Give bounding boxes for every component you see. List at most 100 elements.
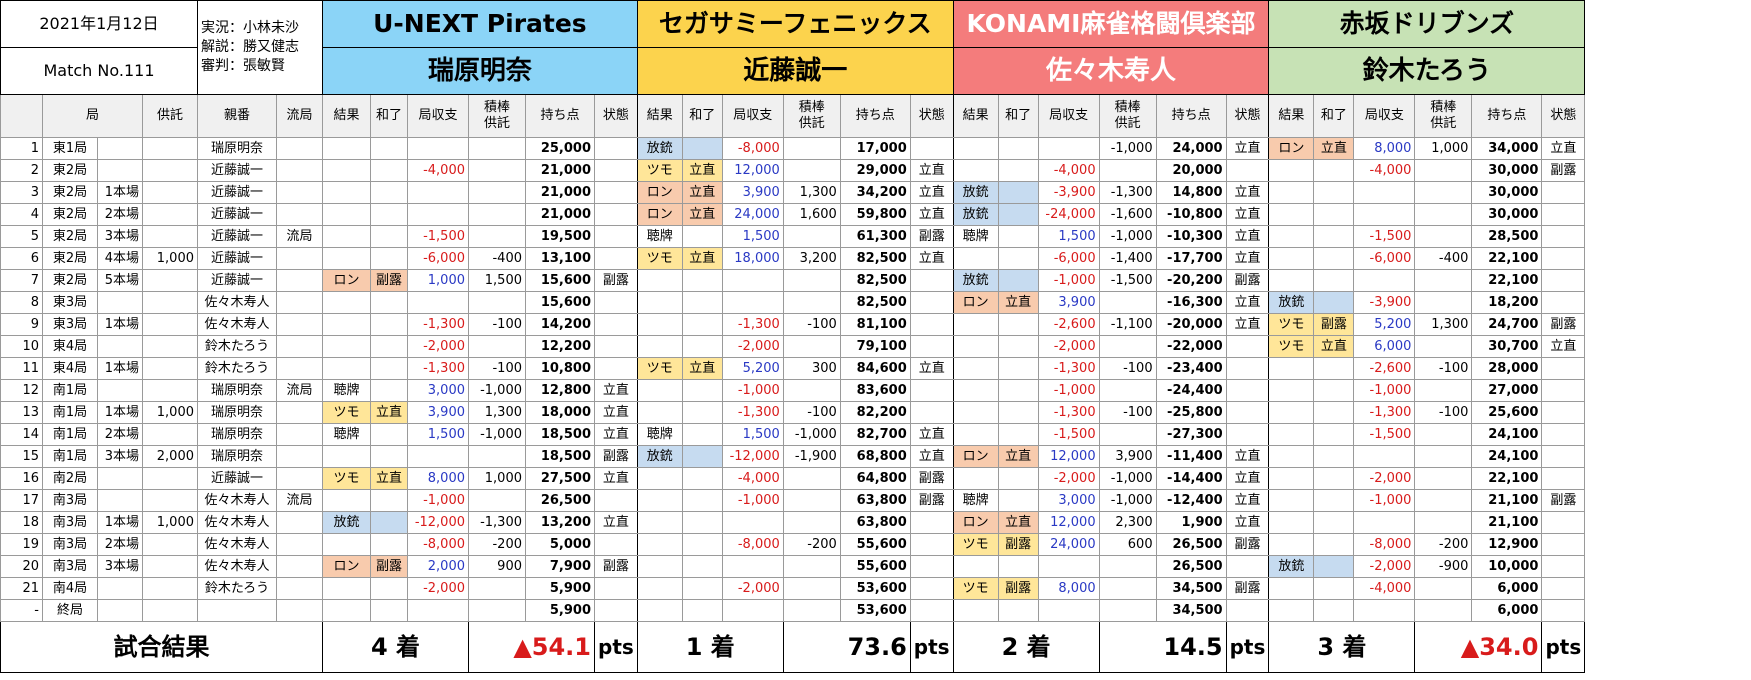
header-points: 持ち点: [839, 94, 911, 138]
cell-sticks-deposit: 1,600: [782, 203, 841, 226]
cell-round-balance: -2,600: [1037, 313, 1100, 336]
table-row: 8 東3局 佐々木寿人 15,600 82,500 ロン 立直 3,900 -16,300 立直放…: [0, 291, 1586, 314]
draw-flag: [276, 577, 323, 600]
cell-round-balance: [1353, 269, 1416, 292]
header-status: 状態: [909, 94, 954, 138]
cell-sticks-deposit: [782, 577, 841, 600]
table-row: 7 東2局 5本場 近藤誠一 ロン 副露 1,000 1,500 15,600 副露 82,500 放…: [0, 269, 1586, 292]
cell-result: [322, 247, 371, 270]
cell-agari: [1313, 247, 1355, 270]
cell-points: 18,500: [525, 445, 595, 468]
cell-points: 18,200: [1471, 291, 1543, 314]
cell-round-balance: -1,300: [1353, 401, 1416, 424]
cell-round-balance: [1353, 445, 1416, 468]
cell-agari: [681, 533, 723, 556]
honba-count: 1本場: [97, 511, 143, 534]
cell-agari: [1313, 599, 1355, 622]
cell-agari: [370, 291, 408, 314]
cell-round-balance: -1,300: [721, 401, 784, 424]
cell-round-balance: -1,500: [1353, 225, 1416, 248]
cell-result: [952, 159, 999, 182]
honba-count: 3本場: [97, 445, 143, 468]
dealer-name: 瑞原明奈: [197, 379, 277, 402]
cell-status: [909, 555, 954, 578]
cell-result: [636, 335, 683, 358]
cell-status: [594, 357, 638, 380]
cell-points: 21,000: [525, 203, 595, 226]
cell-status: 立直: [594, 423, 638, 446]
cell-round-balance: 1,000: [407, 269, 469, 292]
cell-status: [1225, 423, 1270, 446]
cell-status: [1225, 599, 1270, 622]
cell-points: -20,200: [1155, 269, 1227, 292]
cell-agari: [681, 467, 723, 490]
cell-status: 立直: [1225, 313, 1270, 336]
cell-sticks-deposit: [468, 489, 526, 512]
cell-result: [1268, 577, 1315, 600]
cell-result: [1268, 247, 1315, 270]
cell-status: [909, 313, 954, 336]
cell-points: 15,600: [525, 291, 595, 314]
row-number: 13: [0, 401, 43, 424]
cell-status: 立直: [909, 357, 954, 380]
cell-points: 68,800: [839, 445, 911, 468]
cell-agari: [681, 335, 723, 358]
cell-points: 82,500: [839, 269, 911, 292]
cell-sticks-deposit: [1414, 489, 1473, 512]
cell-result: ロン: [322, 555, 371, 578]
dealer-name: 近藤誠一: [197, 225, 277, 248]
cell-round-balance: 8,000: [1353, 137, 1416, 160]
cell-points: 53,600: [839, 577, 911, 600]
cell-round-balance: [1353, 181, 1416, 204]
dealer-name: 佐々木寿人: [197, 533, 277, 556]
cell-status: 立直: [1225, 467, 1270, 490]
cell-points: -10,800: [1155, 203, 1227, 226]
cell-status: [909, 137, 954, 160]
cell-sticks-deposit: [782, 379, 841, 402]
player-name-pirates: 瑞原明奈: [322, 47, 638, 95]
player-name-phoenix: 近藤誠一: [636, 47, 954, 95]
header-dealer: 親番: [197, 94, 277, 138]
cell-result: [952, 467, 999, 490]
cell-status: [1541, 291, 1586, 314]
cell-sticks-deposit: 3,900: [1098, 445, 1157, 468]
cell-sticks-deposit: 1,300: [782, 181, 841, 204]
cell-round-balance: 1,500: [721, 225, 784, 248]
cell-agari: [1313, 445, 1355, 468]
cell-round-balance: -8,000: [721, 533, 784, 556]
cell-status: 副露: [1225, 577, 1270, 600]
cell-sticks-deposit: -1,000: [1098, 467, 1157, 490]
cell-status: 副露: [1225, 269, 1270, 292]
honba-count: [97, 467, 143, 490]
cell-sticks-deposit: 1,300: [468, 401, 526, 424]
cell-result: [1268, 489, 1315, 512]
cell-result: [636, 555, 683, 578]
cell-agari: 立直: [681, 247, 723, 270]
cell-result: [952, 313, 999, 336]
cell-sticks-deposit: -100: [782, 401, 841, 424]
cell-result: [636, 269, 683, 292]
cell-round-balance: 1,500: [407, 423, 469, 446]
final-placement: 3 着: [1268, 621, 1416, 673]
cell-points: 63,800: [839, 489, 911, 512]
cell-result: 放銃: [636, 445, 683, 468]
draw-flag: [276, 357, 323, 380]
deposit-amount: [142, 137, 198, 160]
cell-round-balance: [407, 181, 469, 204]
cell-round-balance: -2,000: [1037, 335, 1100, 358]
cell-status: [594, 489, 638, 512]
cell-agari: [1313, 203, 1355, 226]
deposit-amount: [142, 555, 198, 578]
row-number: 7: [0, 269, 43, 292]
cell-points: 10,800: [525, 357, 595, 380]
cell-points: -25,800: [1155, 401, 1227, 424]
cell-points: 82,200: [839, 401, 911, 424]
column-header-row: 局 供託 親番 流局 結果 和了 局収支 積棒 供託 持ち点 状態 結果 和了 局収支 積棒 供託…: [0, 94, 1586, 138]
cell-result: [1268, 379, 1315, 402]
cell-agari: [681, 313, 723, 336]
cell-status: 立直: [594, 379, 638, 402]
deposit-amount: [142, 357, 198, 380]
final-points: ▲34.0: [1414, 621, 1543, 673]
header-result: 結果: [1268, 94, 1315, 138]
cell-round-balance: -4,000: [407, 159, 469, 182]
